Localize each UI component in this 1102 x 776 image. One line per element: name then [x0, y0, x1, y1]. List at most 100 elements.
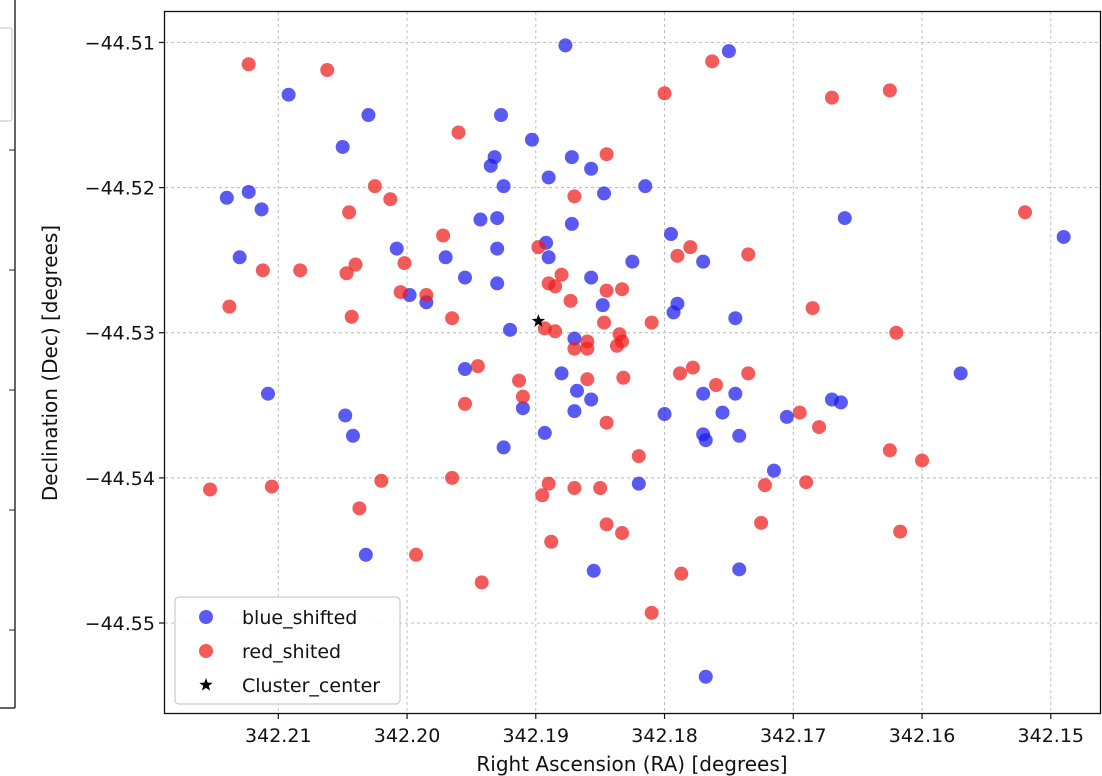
blue-shifted-point	[584, 270, 599, 285]
blue-shifted-point	[473, 212, 488, 227]
red-shited-point	[320, 63, 335, 78]
red-shited-point	[1018, 205, 1033, 220]
red-shited-point	[705, 54, 720, 69]
series-blue-shifted	[219, 38, 1071, 684]
blue-shifted-point	[732, 428, 747, 443]
blue-shifted-point	[595, 298, 610, 313]
red-shited-point	[451, 125, 466, 140]
red-shited-point	[293, 263, 308, 278]
blue-shifted-point	[567, 331, 582, 346]
red-shited-point	[470, 359, 485, 374]
red-shited-point	[241, 57, 256, 72]
legend-star-marker	[199, 678, 213, 691]
blue-shifted-point	[569, 383, 584, 398]
legend-box	[174, 596, 401, 705]
red-shited-point	[615, 282, 630, 297]
blue-shifted-point	[728, 311, 743, 326]
blue-shifted-point	[564, 216, 579, 231]
y-tick-label: −44.53	[85, 323, 155, 345]
x-axis-ticks: 342.21 342.20 342.19 342.18 342.17 342.16 342.…	[245, 713, 1084, 747]
red-shited-point	[344, 309, 359, 324]
red-shited-point	[419, 288, 434, 303]
red-shited-point	[445, 470, 460, 485]
blue-shifted-point	[766, 463, 781, 478]
blue-shifted-point	[698, 433, 713, 448]
blue-shifted-point	[338, 408, 353, 423]
red-shited-point	[792, 405, 807, 420]
blue-shifted-point	[663, 227, 678, 242]
blue-shifted-point	[483, 158, 498, 173]
blue-shifted-point	[496, 440, 511, 455]
red-shited-point	[709, 377, 724, 392]
red-shited-point	[264, 479, 279, 494]
blue-shifted-point	[496, 179, 511, 194]
blue-shifted-point	[564, 150, 579, 165]
y-tick-label: −44.52	[85, 178, 155, 200]
red-shited-point	[824, 90, 839, 105]
red-shited-point	[342, 205, 357, 220]
legend-blue-shifted-label: blue_shifted	[242, 607, 357, 629]
blue-shifted-point	[586, 563, 601, 578]
blue-shifted-point	[232, 250, 247, 265]
y-tick-label: −44.51	[85, 32, 155, 54]
red-shited-point	[683, 240, 698, 255]
blue-shifted-point	[358, 547, 373, 562]
plot-frame	[163, 10, 1102, 715]
red-shited-point	[882, 443, 897, 458]
red-shited-point	[222, 299, 237, 314]
blue-shifted-point	[335, 139, 350, 154]
blue-shifted-point	[631, 476, 646, 491]
blue-shifted-point	[728, 386, 743, 401]
red-shited-point	[580, 372, 595, 387]
blue-shifted-point	[584, 161, 599, 176]
blue-shifted-point	[524, 132, 539, 147]
x-tick-label: 342.17	[760, 725, 826, 747]
legend-cluster-center-label: Cluster_center	[242, 675, 380, 697]
red-shited-point	[593, 481, 608, 496]
red-shited-point	[757, 478, 772, 493]
red-shited-point	[580, 341, 595, 356]
blue-shifted-point	[696, 386, 711, 401]
legend-red-shited-label: red_shited	[242, 641, 341, 663]
red-shited-point	[631, 449, 646, 464]
red-shited-point	[672, 366, 687, 381]
red-shited-point	[657, 86, 672, 101]
blue-shifted-point	[953, 366, 968, 381]
blue-shifted-point	[457, 362, 472, 377]
red-shited-point	[597, 315, 612, 330]
red-shited-point	[367, 179, 382, 194]
red-shited-point	[512, 373, 527, 388]
blue-shifted-point	[698, 669, 713, 684]
blue-shifted-point	[638, 179, 653, 194]
red-shited-point	[644, 315, 659, 330]
blue-shifted-point	[1056, 229, 1071, 244]
blue-shifted-point	[554, 366, 569, 381]
red-shited-point	[615, 526, 630, 541]
red-shited-point	[548, 324, 563, 339]
red-shited-point	[674, 566, 689, 581]
red-shited-point	[541, 476, 556, 491]
legend-red-shited-marker	[199, 644, 213, 658]
red-shited-point	[436, 228, 451, 243]
red-shited-point	[670, 248, 685, 263]
blue-shifted-point	[657, 407, 672, 422]
y-tick-label: −44.55	[85, 613, 155, 635]
red-shited-point	[609, 338, 624, 353]
blue-shifted-point	[260, 386, 275, 401]
red-shited-point	[599, 415, 614, 430]
red-shited-point	[889, 325, 904, 340]
red-shited-point	[554, 267, 569, 282]
red-shited-point	[599, 147, 614, 162]
y-tick-label: −44.54	[85, 468, 155, 490]
red-shited-point	[339, 266, 354, 281]
blue-shifted-point	[537, 425, 552, 440]
blue-shifted-point	[490, 276, 505, 291]
red-shited-point	[457, 396, 472, 411]
red-shited-point	[374, 473, 389, 488]
blue-shifted-point	[715, 405, 730, 420]
red-shited-point	[203, 482, 218, 497]
blue-shifted-point	[837, 211, 852, 226]
red-shited-point	[616, 370, 631, 385]
red-shited-point	[474, 575, 489, 590]
red-shited-point	[445, 311, 460, 326]
